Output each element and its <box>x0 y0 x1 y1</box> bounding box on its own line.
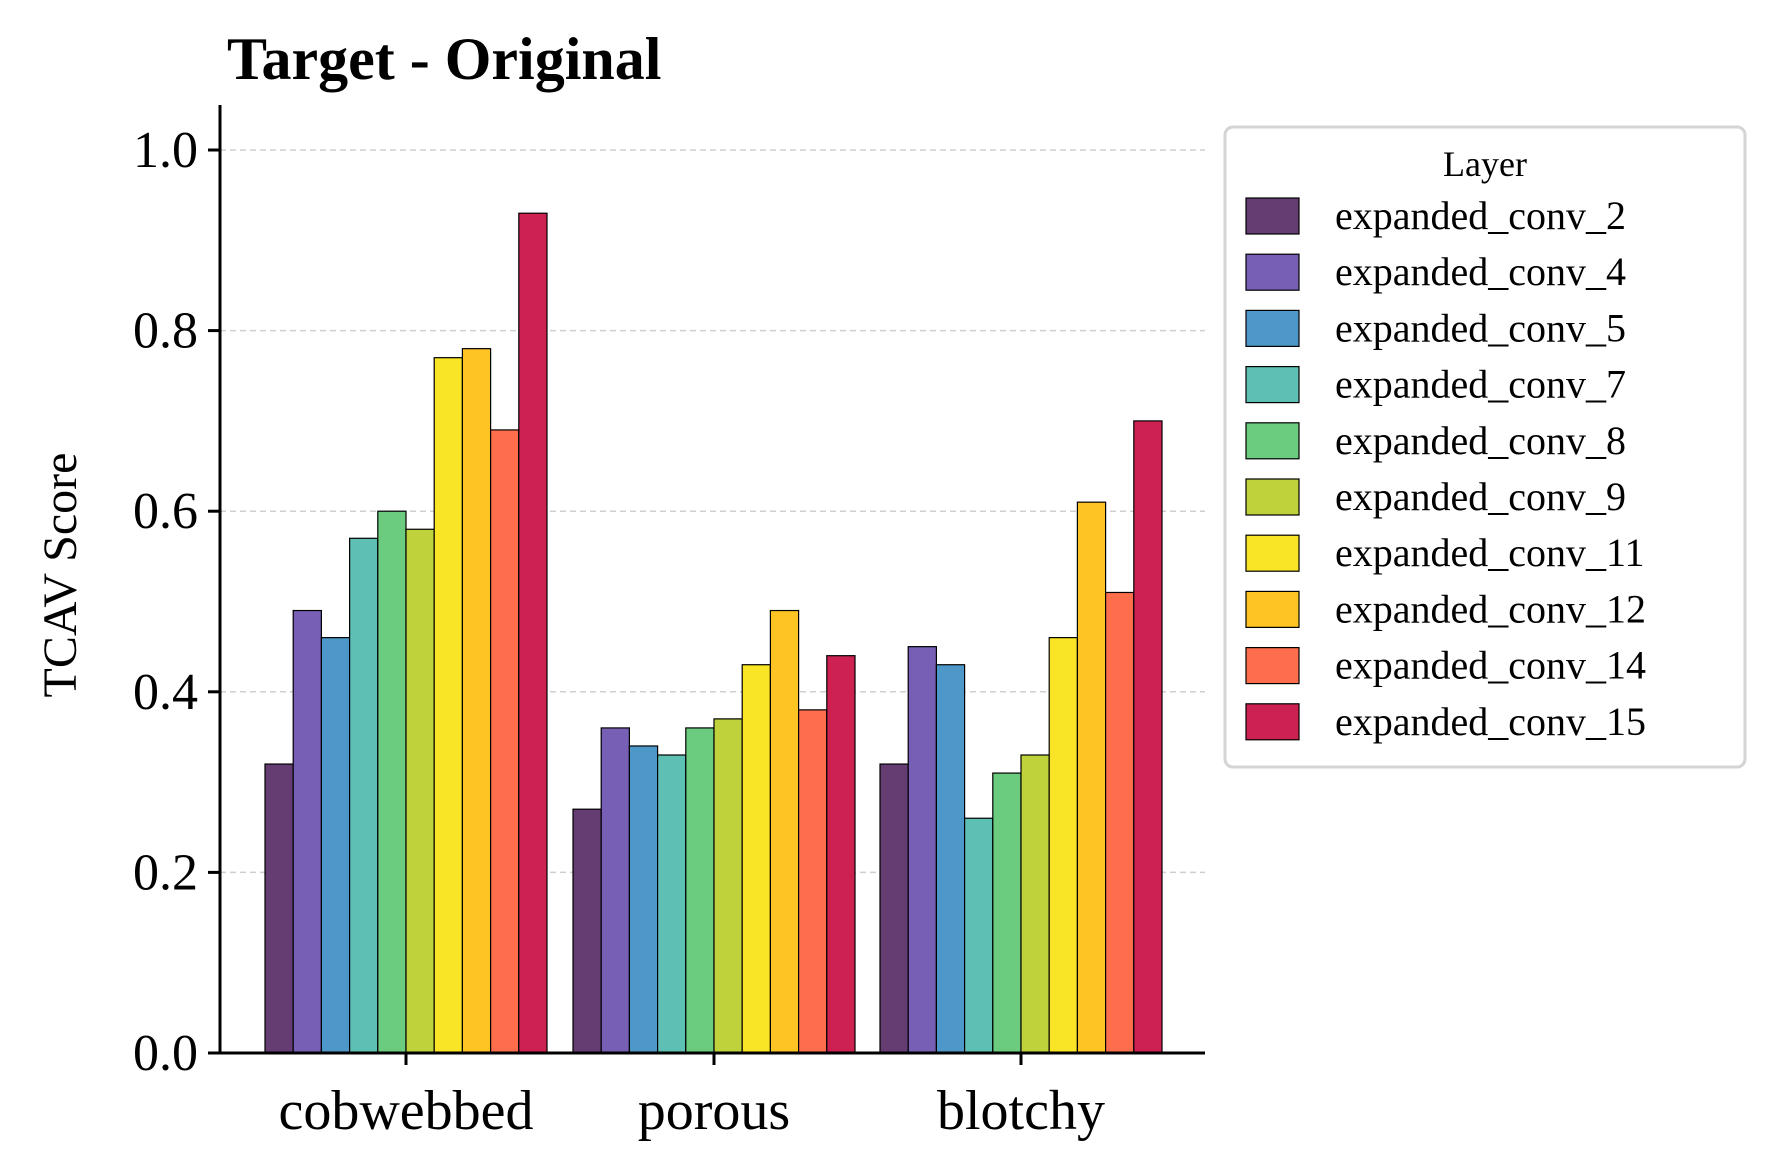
bar <box>405 528 435 1054</box>
bar <box>1104 591 1135 1054</box>
bar <box>292 609 323 1054</box>
legend-label: expanded_conv_7 <box>1335 362 1626 407</box>
bar <box>685 727 715 1054</box>
y-tick-label: 0.0 <box>133 1025 198 1082</box>
bar <box>628 745 659 1054</box>
y-ticks: 0.0 0.2 0.4 0.6 0.8 1.0 <box>133 122 220 1082</box>
bar <box>461 348 492 1054</box>
bar <box>797 709 828 1054</box>
bar <box>963 817 994 1054</box>
legend-swatch <box>1245 534 1300 572</box>
x-tick-label: blotchy <box>937 1080 1105 1142</box>
bar <box>349 537 379 1054</box>
bar <box>320 637 351 1054</box>
bar <box>600 727 631 1054</box>
bar <box>907 646 938 1054</box>
bars <box>264 212 1163 1054</box>
x-ticks: cobwebbed porous blotchy <box>278 1053 1105 1142</box>
bar <box>713 718 743 1054</box>
bar <box>1076 501 1107 1054</box>
legend-swatch <box>1245 703 1300 741</box>
legend-swatch <box>1245 646 1300 685</box>
legend-swatch <box>1245 309 1300 347</box>
legend-label: expanded_conv_9 <box>1335 474 1626 519</box>
legend-label: expanded_conv_8 <box>1335 418 1626 463</box>
bar <box>826 655 856 1054</box>
y-tick-label: 0.6 <box>133 483 198 540</box>
y-tick-label: 0.2 <box>133 844 198 901</box>
legend-label: expanded_conv_4 <box>1335 249 1626 294</box>
bar <box>1048 637 1078 1054</box>
bar <box>433 357 464 1054</box>
legend-swatch <box>1245 478 1300 516</box>
bar <box>656 754 687 1054</box>
legend-swatch <box>1245 253 1300 291</box>
bar <box>992 772 1022 1054</box>
legend-label: expanded_conv_15 <box>1335 699 1646 744</box>
bar <box>741 664 772 1054</box>
legend-frame <box>1223 125 1747 769</box>
legend-swatch <box>1245 197 1300 235</box>
legend-title: Layer <box>1443 144 1527 184</box>
legend: Layer expanded_conv_2expanded_conv_4expa… <box>1223 125 1747 769</box>
legend-swatch <box>1245 366 1300 404</box>
bar <box>879 763 909 1054</box>
bar <box>1020 754 1050 1054</box>
y-tick-label: 0.8 <box>133 303 198 360</box>
bar <box>264 763 294 1054</box>
bar <box>769 609 800 1054</box>
legend-items: expanded_conv_2 expanded_conv_4 expanded_c… <box>1245 193 1646 744</box>
y-tick-label: 1.0 <box>133 122 198 179</box>
legend-label: expanded_conv_11 <box>1335 530 1645 575</box>
legend-label: expanded_conv_14 <box>1335 643 1646 688</box>
x-tick-label: cobwebbed <box>278 1080 533 1142</box>
chart-title: Target - Original <box>227 26 661 92</box>
x-tick-label: porous <box>638 1080 790 1142</box>
legend-swatch <box>1245 422 1300 460</box>
bar <box>490 429 520 1054</box>
legend-label: expanded_conv_5 <box>1335 305 1626 350</box>
bar <box>572 808 602 1054</box>
bar <box>1133 420 1163 1054</box>
bar <box>935 664 966 1054</box>
bar <box>377 510 407 1054</box>
legend-swatch <box>1245 590 1300 629</box>
y-axis-label: TCAV Score <box>34 453 87 698</box>
bar <box>518 212 548 1054</box>
axes <box>218 105 1205 1055</box>
legend-label: expanded_conv_2 <box>1335 193 1626 238</box>
y-tick-label: 0.4 <box>133 664 198 721</box>
legend-label: expanded_conv_12 <box>1335 586 1646 631</box>
